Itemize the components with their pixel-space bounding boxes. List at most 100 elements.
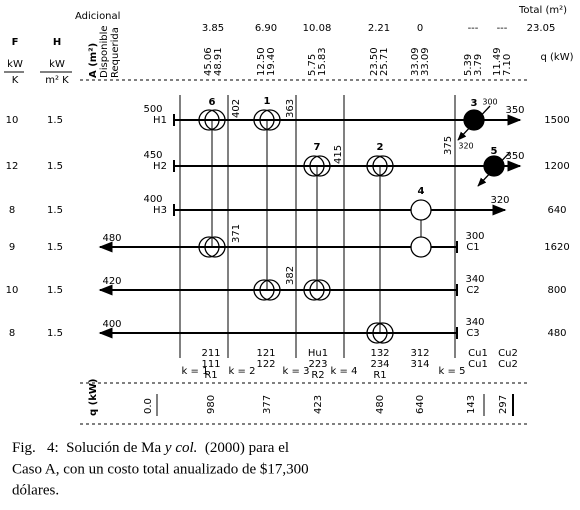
temperature: 340 [465, 274, 484, 285]
exchanger [198, 236, 220, 258]
exchanger [253, 279, 275, 301]
area-required: 25.71 [379, 47, 390, 76]
temperature: 350 [505, 151, 524, 162]
label: 23.05 [527, 23, 556, 34]
unit: K [12, 75, 19, 86]
heat-load: 1620 [544, 242, 569, 253]
stream-name: H3 [153, 205, 167, 216]
exchanger-id: Cu1 [468, 348, 488, 359]
film-coefficient: 1.5 [47, 205, 63, 216]
area-required: 15.83 [317, 47, 328, 76]
exchanger-id: 111 [201, 359, 220, 370]
temperature: 375 [443, 136, 454, 155]
heat-load: 1200 [544, 161, 569, 172]
utility-arrow [477, 151, 511, 187]
area-label: A (m²) [88, 43, 99, 78]
interval: k = 5 [439, 366, 466, 377]
area-available: 11.49 [492, 47, 503, 76]
exchanger-id: R1 [204, 370, 217, 381]
exchanger-id: Cu2 [498, 359, 518, 370]
q-label: q (kW) [540, 52, 573, 63]
exchanger-id: R1 [373, 370, 386, 381]
interval-load: 0.0 [143, 398, 154, 414]
exchanger [259, 279, 281, 301]
exchanger-id: Cu2 [498, 348, 518, 359]
additional-area: 3.85 [202, 23, 224, 34]
interval: k = 3 [283, 366, 310, 377]
area-available: 45.06 [203, 47, 214, 76]
temperature: 371 [231, 224, 242, 243]
area-available: 33.09 [410, 47, 421, 76]
exchanger [366, 155, 388, 177]
exchanger-id: 314 [410, 359, 429, 370]
interval-load: 980 [206, 395, 217, 414]
additional-area: 6.90 [255, 23, 277, 34]
temperature: 415 [333, 145, 344, 164]
utility-arrow [457, 105, 491, 141]
flow-capacity: 8 [9, 205, 15, 216]
exchanger-label: 4 [418, 186, 425, 197]
temperature: 320 [490, 195, 509, 206]
exchanger-label: 3 [471, 98, 478, 109]
area-available: 12.50 [256, 47, 267, 76]
area-required: 19.40 [266, 47, 277, 76]
exchanger [309, 279, 331, 301]
temperature: 320 [458, 142, 473, 151]
exchanger [303, 279, 325, 301]
column-header: F [12, 37, 19, 48]
temperature: 420 [102, 276, 121, 287]
label: Disponible [99, 25, 110, 78]
exchanger [204, 236, 226, 258]
exchanger-id: 312 [410, 348, 429, 359]
stream-name: C1 [466, 242, 479, 253]
area-available: 5.39 [463, 54, 474, 76]
exchanger-id: 121 [256, 348, 275, 359]
exchanger [366, 322, 388, 344]
caption: Caso A, con un costo total anualizado de… [12, 461, 309, 477]
exchanger-label: 7 [314, 142, 321, 153]
interval-load: 377 [262, 395, 273, 414]
interval: k = 1 [182, 366, 209, 377]
label: Adicional [75, 11, 120, 22]
interval: k = 2 [229, 366, 256, 377]
exchanger-id: Cu1 [468, 359, 488, 370]
interval: k = 4 [331, 366, 358, 377]
stream-name: H1 [153, 115, 167, 126]
area-required: 48.91 [213, 47, 224, 76]
exchanger [410, 199, 432, 221]
exchanger-id: 223 [308, 359, 327, 370]
heat-load: 800 [547, 285, 566, 296]
temperature: 382 [285, 266, 296, 285]
temperature: 400 [143, 194, 162, 205]
temperature: 300 [465, 231, 484, 242]
temperature: 480 [102, 233, 121, 244]
exchanger [309, 155, 331, 177]
area-required: 33.09 [420, 47, 431, 76]
exchanger-label: 1 [264, 96, 271, 107]
unit: kW [49, 59, 65, 70]
exchanger-label: 6 [209, 97, 216, 108]
heat-load: 480 [547, 328, 566, 339]
exchanger-id: R2 [311, 370, 324, 381]
additional-area: 2.21 [368, 23, 390, 34]
flow-capacity: 8 [9, 328, 15, 339]
additional-area: 0 [417, 23, 423, 34]
interval-load: 423 [313, 395, 324, 414]
caption: Fig. 4: Solución de Ma y col. (2000) par… [12, 440, 289, 456]
temperature: 400 [102, 319, 121, 330]
temperature: 402 [231, 99, 242, 118]
additional-area: --- [497, 23, 508, 34]
heat-load: 640 [547, 205, 566, 216]
exchanger [372, 322, 394, 344]
exchanger-id: 211 [201, 348, 220, 359]
exchanger [372, 155, 394, 177]
stream-name: C3 [466, 328, 479, 339]
temperature: 363 [285, 99, 296, 118]
temperature: 350 [505, 105, 524, 116]
temperature: 500 [143, 104, 162, 115]
flow-capacity: 10 [6, 115, 19, 126]
stream-name: H2 [153, 161, 167, 172]
flow-capacity: 10 [6, 285, 19, 296]
exchanger-id: Hu1 [308, 348, 328, 359]
